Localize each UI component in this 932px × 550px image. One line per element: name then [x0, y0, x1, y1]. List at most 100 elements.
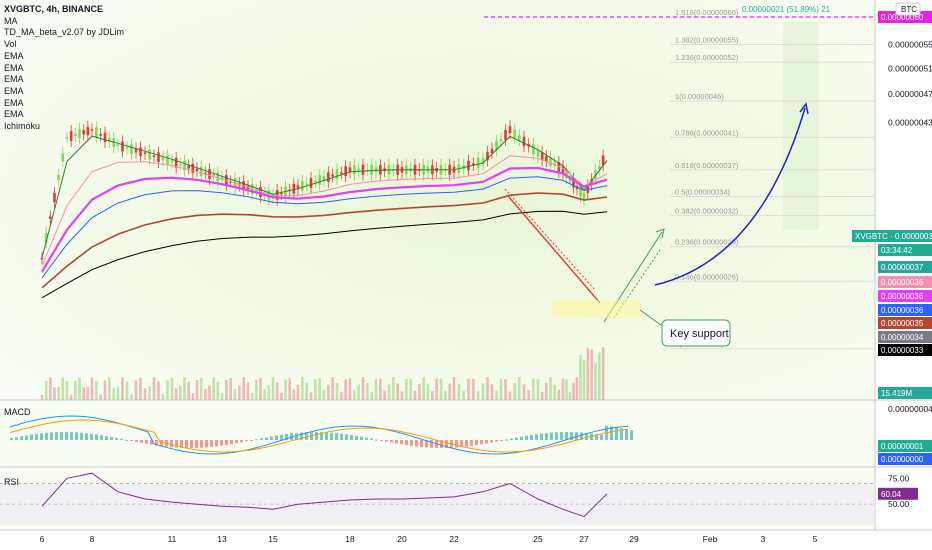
indicator-label-ichimoku[interactable]: Ichimoku — [4, 121, 41, 132]
macd-histogram-bar — [55, 432, 58, 440]
volume-bar — [327, 384, 330, 400]
macd-histogram-bar — [340, 433, 343, 440]
macd-price-tag-bg — [878, 440, 932, 452]
volume-bar — [174, 388, 178, 400]
time-axis-tick: 15 — [268, 534, 278, 544]
macd-histogram-bar — [225, 440, 228, 445]
macd-histogram-bar — [600, 434, 603, 440]
candle — [318, 175, 321, 185]
candle — [57, 175, 60, 180]
price-pane[interactable]: 1.618(0.00000060) 1.382(0.00000055) 1.236(… — [40, 5, 875, 400]
volume-bar — [267, 385, 271, 400]
macd-histogram-bar — [395, 440, 398, 444]
volume-bar — [582, 359, 586, 400]
macd-pane[interactable] — [9, 415, 633, 455]
candle — [174, 157, 178, 168]
price-tag: 0.00000035 — [881, 319, 924, 328]
key-support-callout[interactable] — [661, 319, 731, 347]
volume-bar — [292, 389, 296, 400]
candle — [361, 164, 365, 175]
macd-histogram-bar — [255, 439, 258, 441]
volume-bar — [57, 387, 60, 400]
macd-histogram-bar — [335, 433, 338, 440]
macd-histogram-bar — [370, 438, 373, 440]
volume-bar — [179, 385, 182, 400]
indicator-label-ema-5[interactable]: EMA — [4, 97, 24, 108]
macd-histogram-bar — [570, 432, 573, 440]
macd-histogram-bar — [60, 432, 63, 440]
currency-badge-bg[interactable] — [895, 2, 921, 16]
candle — [130, 144, 133, 154]
volume-bar — [86, 386, 90, 400]
macd-histogram-bar — [85, 433, 88, 440]
price-axis-tick: 0.00000047 — [888, 89, 932, 99]
indicator-label-ma[interactable]: MA — [4, 15, 18, 26]
candle — [476, 157, 480, 168]
macd-histogram-bar — [15, 437, 18, 440]
fib-label: 1.618(0.00000060) — [675, 8, 739, 17]
candle — [65, 137, 69, 139]
indicator-label-ema-4[interactable]: EMA — [4, 85, 24, 96]
price-pane-bg — [0, 0, 875, 400]
indicator-label-ema-2[interactable]: EMA — [4, 62, 24, 73]
macd-histogram-bar — [250, 440, 253, 441]
macd-histogram-bar — [90, 433, 93, 440]
volume-bar — [568, 392, 572, 400]
macd-pane-title: MACD — [4, 407, 31, 417]
fib-label: 1.236(0.00000052) — [675, 53, 739, 62]
indicator-label-td-ma[interactable]: TD_MA_beta_v2.07 by JDLim — [4, 27, 125, 38]
indicator-label-ema-1[interactable]: EMA — [4, 50, 24, 61]
callout-leader — [639, 309, 666, 329]
time-axis[interactable]: 6 8 11 13 15 18 20 22 25 27 29 Feb 3 5 — [40, 534, 818, 544]
macd-price-tag: 0.00000000 — [881, 455, 924, 464]
candle — [199, 166, 203, 177]
macd-pane-bg — [0, 401, 875, 467]
indicator-label-vol[interactable]: Vol — [4, 39, 17, 50]
candle — [49, 216, 52, 219]
price-tag: 0.00000033 — [881, 346, 924, 355]
volume-bar — [242, 377, 245, 400]
candle — [598, 165, 601, 170]
volume-bar — [90, 377, 94, 400]
rsi-pane[interactable] — [0, 472, 875, 525]
price-axis[interactable]: 0.00000060 0.00000055 0.00000051 0.00000047… — [852, 2, 932, 509]
price-tag-bg — [878, 331, 932, 343]
volume-bar — [418, 383, 421, 400]
macd-histogram-bar — [105, 436, 108, 440]
price-tag-bg — [878, 244, 932, 256]
volume-bar — [301, 377, 304, 400]
macd-histogram-bar — [290, 433, 293, 440]
indicator-label-ema-6[interactable]: EMA — [4, 109, 24, 120]
indicator-label-ema-3[interactable]: EMA — [4, 74, 24, 85]
macd-histogram-bar — [185, 440, 188, 448]
candle — [61, 153, 65, 162]
macd-histogram-bar — [240, 440, 243, 443]
candle — [40, 257, 44, 260]
volume-bar — [508, 391, 512, 400]
macd-histogram-bar — [465, 440, 468, 447]
candle — [125, 147, 129, 149]
macd-histogram-bar — [355, 435, 358, 440]
volume-bar — [53, 387, 56, 400]
macd-histogram-bar — [35, 433, 38, 440]
price-tag: 0.00000036 — [881, 292, 924, 301]
candle — [301, 181, 304, 191]
macd-histogram-bar — [170, 440, 173, 448]
candle — [579, 187, 582, 197]
volume-bar — [467, 378, 470, 400]
macd-histogram-bar — [40, 433, 43, 440]
macd-histogram-bar — [630, 430, 633, 440]
time-axis-tick: 25 — [533, 534, 543, 544]
macd-histogram-bar — [270, 436, 273, 440]
volume-bar — [361, 377, 365, 400]
volume-bar — [590, 349, 593, 400]
price-tag: 0.00000036 — [881, 278, 924, 287]
macd-histogram-bar — [460, 440, 463, 448]
macd-histogram-bar — [615, 427, 618, 440]
macd-histogram-bar — [195, 440, 198, 448]
fib-label: 0.382(0.00000032) — [675, 207, 739, 216]
candle — [74, 133, 77, 136]
macd-histogram-bar — [295, 432, 298, 440]
chart-legend: XVGBTC, 4h, BINANCE MA TD_MA_beta_v2.07 … — [4, 4, 124, 133]
